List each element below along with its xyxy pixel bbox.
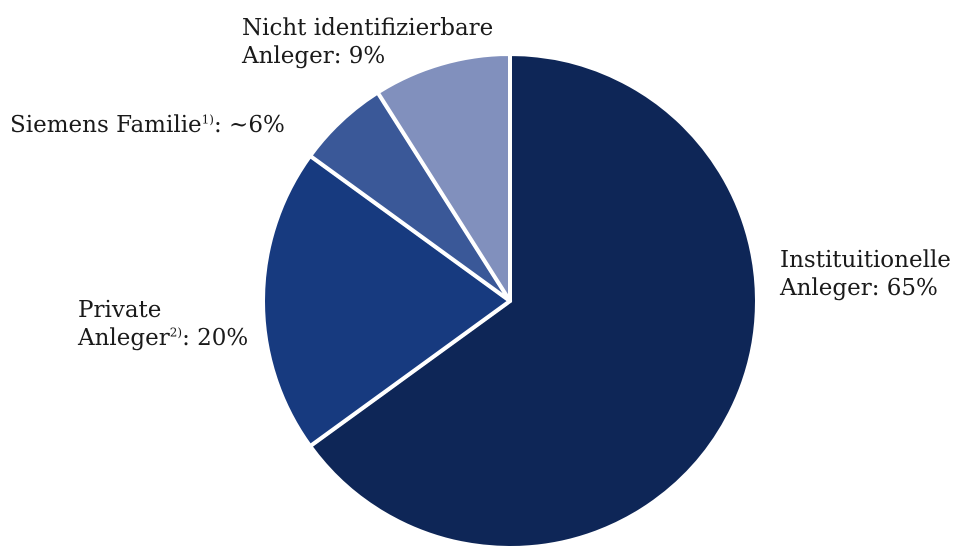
label-siemens-familie: Siemens Familie1): ~6% xyxy=(10,111,285,139)
label-private-line1: Private xyxy=(78,297,162,323)
label-nicht-line2: Anleger: xyxy=(242,43,342,69)
pie-slice-nicht xyxy=(375,52,512,303)
label-nicht-line1: Nicht identifizierbare xyxy=(242,15,494,41)
pie-slice-institutionelle xyxy=(308,52,759,548)
label-institutionelle-line2: Anleger: xyxy=(780,275,880,301)
value-siemens: : ~6% xyxy=(214,112,285,138)
value-nicht: 9% xyxy=(348,43,386,69)
footnote-marker-1: 1) xyxy=(201,112,214,127)
label-nicht-identifizierbare-anleger: Nicht identifizierbare Anleger: 9% xyxy=(242,14,493,70)
pie-slices xyxy=(261,52,759,548)
label-siemens-line1: Siemens Familie xyxy=(10,112,202,138)
value-institutionelle: 65% xyxy=(886,275,938,301)
label-institutionelle-line1: Instituitionelle xyxy=(780,247,951,273)
label-private-anleger: Private Anleger2): 20% xyxy=(78,296,248,352)
label-institutionelle-anleger: Instituitionelle Anleger: 65% xyxy=(780,246,951,302)
label-private-line2: Anleger xyxy=(78,325,170,351)
pie-slice-private xyxy=(261,153,512,449)
value-private: : 20% xyxy=(182,325,249,351)
footnote-marker-2: 2) xyxy=(169,325,183,340)
